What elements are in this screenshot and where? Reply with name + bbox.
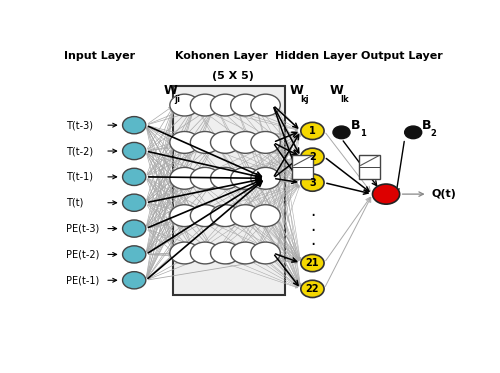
Circle shape	[251, 132, 280, 153]
Circle shape	[251, 205, 280, 226]
Circle shape	[170, 205, 200, 226]
Text: 3: 3	[309, 178, 316, 188]
Circle shape	[301, 122, 324, 140]
Text: lk: lk	[340, 95, 349, 104]
Circle shape	[122, 116, 146, 134]
Bar	[358, 155, 380, 179]
Circle shape	[210, 94, 240, 116]
Circle shape	[301, 174, 324, 191]
Text: 2: 2	[430, 129, 436, 138]
Circle shape	[333, 126, 350, 139]
Circle shape	[170, 94, 200, 116]
Circle shape	[404, 126, 421, 139]
Text: Kohonen Layer: Kohonen Layer	[175, 50, 268, 60]
Text: W: W	[163, 84, 177, 97]
Circle shape	[210, 242, 240, 264]
Circle shape	[170, 242, 200, 264]
Text: T(t-3): T(t-3)	[66, 120, 94, 130]
Circle shape	[230, 205, 260, 226]
Text: W: W	[289, 84, 303, 97]
Text: Output Layer: Output Layer	[360, 50, 442, 60]
Text: .: .	[310, 231, 315, 249]
Circle shape	[190, 242, 220, 264]
Circle shape	[251, 242, 280, 264]
Circle shape	[122, 220, 146, 237]
Circle shape	[251, 167, 280, 189]
Text: PE(t-1): PE(t-1)	[66, 275, 100, 285]
Circle shape	[301, 148, 324, 165]
Text: 1: 1	[309, 126, 316, 136]
Text: (5 X 5): (5 X 5)	[212, 70, 254, 81]
Text: 2: 2	[309, 152, 316, 162]
Circle shape	[372, 184, 400, 204]
Text: PE(t-3): PE(t-3)	[66, 223, 100, 233]
Text: kj: kj	[300, 95, 308, 104]
Text: ji: ji	[174, 95, 180, 104]
Circle shape	[230, 94, 260, 116]
Circle shape	[251, 94, 280, 116]
Text: .: .	[310, 217, 315, 235]
Circle shape	[190, 167, 220, 189]
Text: B: B	[351, 119, 360, 132]
Bar	[173, 87, 286, 295]
Circle shape	[190, 205, 220, 226]
Circle shape	[210, 167, 240, 189]
Text: Input Layer: Input Layer	[64, 50, 135, 60]
Text: T(t-2): T(t-2)	[66, 146, 94, 156]
Text: .: .	[310, 202, 315, 220]
Circle shape	[122, 194, 146, 211]
Circle shape	[210, 132, 240, 153]
Circle shape	[170, 132, 200, 153]
Circle shape	[301, 280, 324, 298]
Text: Q(t): Q(t)	[432, 189, 456, 199]
Circle shape	[122, 168, 146, 185]
Text: 21: 21	[306, 258, 319, 268]
Circle shape	[190, 94, 220, 116]
Text: W: W	[330, 84, 344, 97]
Circle shape	[170, 167, 200, 189]
Text: Hidden Layer: Hidden Layer	[275, 50, 357, 60]
Circle shape	[122, 272, 146, 289]
Text: 22: 22	[306, 284, 319, 294]
Text: 1: 1	[360, 129, 366, 138]
Circle shape	[190, 132, 220, 153]
Bar	[292, 155, 314, 179]
Circle shape	[230, 242, 260, 264]
Circle shape	[230, 167, 260, 189]
Text: T(t-1): T(t-1)	[66, 172, 94, 182]
Circle shape	[230, 132, 260, 153]
Text: T(t): T(t)	[66, 198, 84, 208]
Text: B: B	[422, 119, 432, 132]
Circle shape	[210, 205, 240, 226]
Text: PE(t-2): PE(t-2)	[66, 250, 100, 260]
Circle shape	[122, 246, 146, 263]
Circle shape	[301, 254, 324, 272]
Circle shape	[122, 142, 146, 160]
